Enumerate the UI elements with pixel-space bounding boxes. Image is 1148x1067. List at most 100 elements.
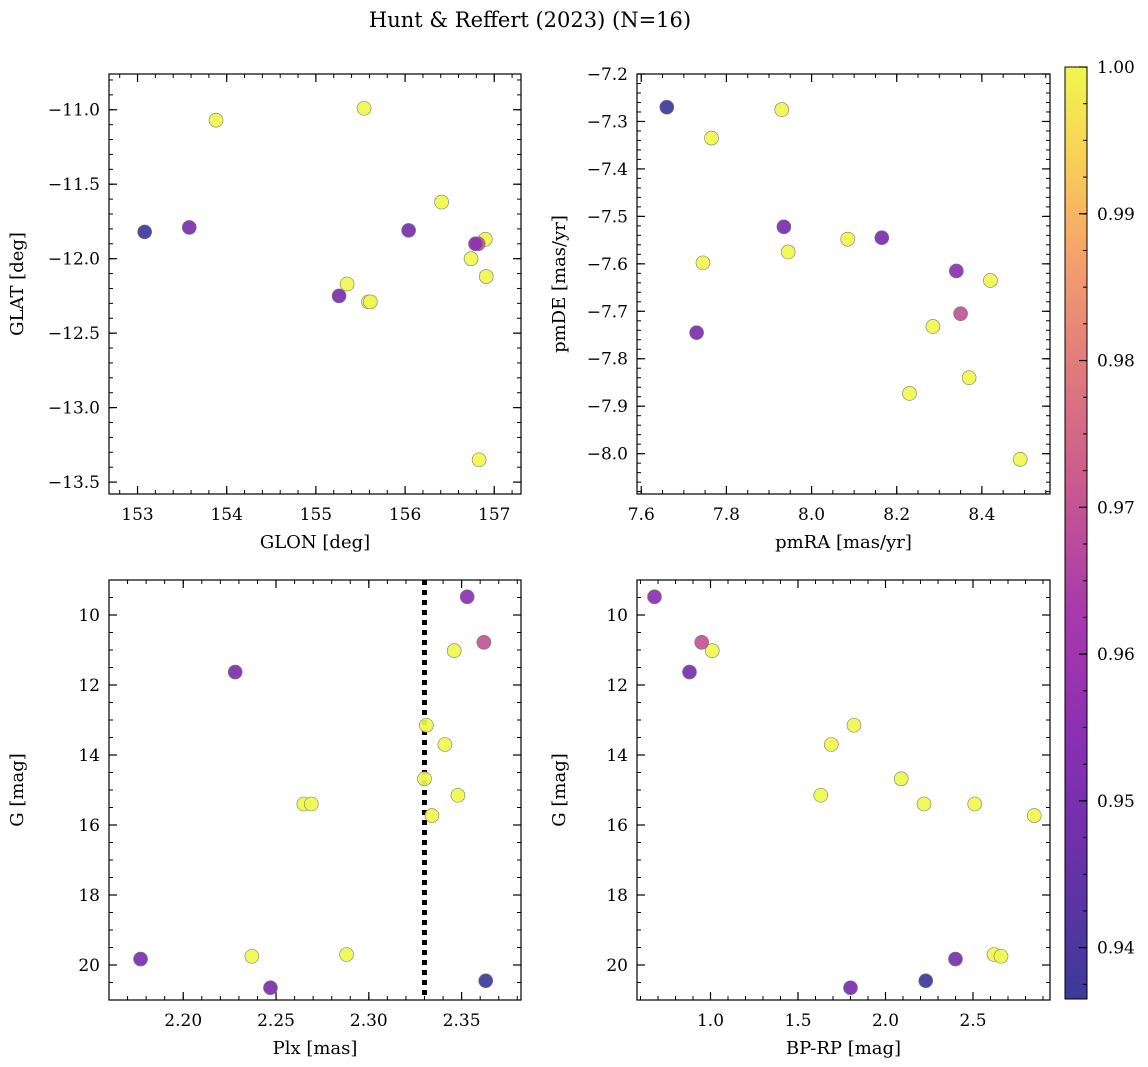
colorbar-tick-label: 0.97	[1097, 498, 1135, 518]
colorbar-tick-label: 0.95	[1097, 792, 1135, 812]
data-point	[437, 737, 453, 752]
data-point	[133, 951, 148, 967]
data-point	[1012, 452, 1028, 467]
y-tick-label: 10	[606, 606, 628, 626]
x-tick-label: 1.0	[697, 1011, 724, 1031]
data-point	[780, 244, 796, 260]
x-tick-label: 2.30	[350, 1011, 388, 1031]
data-point	[434, 194, 449, 210]
data-point	[446, 643, 462, 659]
panel-bprp-g: 1.0 1.5 2.0 2.5 10 12 14 16 18 20 BP-RP [mag] G [ma…	[549, 579, 1051, 1059]
panel-pmra-pmde: 7.6 7.8 8.0 8.2 8.4 −8.0 −7.9 −7.8 −7.7 −7.6 −7.5 −…	[549, 65, 1051, 553]
data-point	[813, 787, 829, 803]
y-tick-label: 10	[78, 606, 100, 626]
data-point	[902, 386, 917, 401]
y-tick-label: −12.0	[48, 250, 100, 270]
data-point	[774, 102, 790, 117]
panel-glon-glat: 153 154 155 156 157 −13.5 −13.0 −12.5 −12.0 −11.5…	[7, 73, 522, 553]
y-tick-label: 18	[606, 886, 628, 906]
colorbar: 0.94 0.95 0.96 0.97 0.98 0.99 1.00	[1064, 58, 1135, 1000]
x-axis-label: BP-RP [mag]	[786, 1038, 901, 1059]
colorbar-tick-label: 0.96	[1097, 645, 1135, 665]
x-axis-label: Plx [mas]	[273, 1038, 358, 1059]
data-point	[918, 973, 934, 989]
data-point	[659, 99, 675, 115]
data-point	[948, 951, 963, 967]
y-axis-label: GLAT [deg]	[7, 232, 28, 336]
y-tick-label: 20	[606, 956, 628, 976]
data-point	[244, 948, 260, 964]
data-point	[401, 223, 416, 238]
data-point	[695, 255, 711, 271]
data-point	[823, 737, 839, 752]
colorbar-tick-label: 1.00	[1097, 58, 1135, 78]
data-point	[478, 973, 494, 989]
data-point	[450, 787, 466, 803]
y-tick-label: −7.2	[587, 65, 628, 85]
y-tick-label: 12	[606, 676, 628, 696]
data-point	[303, 796, 319, 812]
y-tick-label: −7.8	[587, 350, 628, 370]
y-tick-label: −11.0	[48, 101, 100, 121]
axes-frame	[108, 73, 522, 495]
data-point	[993, 948, 1009, 964]
x-tick-label: 2.20	[164, 1011, 202, 1031]
data-point	[476, 634, 492, 650]
data-point	[478, 269, 494, 284]
y-tick-label: 16	[606, 816, 628, 836]
data-point	[331, 288, 347, 304]
data-point	[424, 808, 440, 823]
data-point	[417, 771, 432, 787]
y-tick-label: −7.9	[587, 397, 628, 417]
data-point	[776, 219, 792, 235]
data-point	[647, 589, 662, 605]
y-tick-label: −11.5	[48, 175, 100, 195]
colorbar-tick-label: 0.98	[1097, 352, 1135, 372]
colorbar-gradient	[1064, 66, 1088, 1000]
data-point	[419, 717, 434, 733]
data-point	[961, 370, 977, 386]
data-point	[208, 112, 224, 128]
x-tick-label: 7.8	[713, 505, 740, 525]
data-point	[1026, 808, 1042, 823]
data-point	[840, 231, 856, 247]
data-point	[925, 319, 941, 334]
y-tick-label: 18	[78, 886, 100, 906]
data-point	[459, 589, 475, 605]
x-tick-label: 7.6	[628, 505, 655, 525]
y-axis-label: G [mag]	[549, 753, 570, 826]
data-point	[339, 947, 354, 962]
y-tick-label: 20	[78, 956, 100, 976]
panel-plx-g: 2.20 2.25 2.30 2.35 10 12 14 16 18 20 Plx [mas] G […	[7, 579, 522, 1059]
x-tick-label: 156	[389, 505, 421, 525]
figure-title: Hunt & Reffert (2023) (N=16)	[369, 8, 691, 32]
data-point	[704, 643, 720, 659]
y-tick-label: 14	[78, 746, 100, 766]
data-point	[689, 325, 704, 340]
data-point	[949, 263, 964, 279]
y-axis-label: G [mag]	[7, 753, 28, 826]
data-point	[694, 634, 710, 650]
data-point	[682, 664, 697, 680]
data-point	[953, 306, 968, 321]
data-point	[893, 771, 909, 787]
y-tick-label: −7.6	[587, 255, 628, 275]
data-point	[137, 224, 152, 240]
x-axis-label: GLON [deg]	[260, 532, 370, 553]
data-point	[263, 980, 278, 996]
x-tick-label: 154	[210, 505, 242, 525]
data-point	[339, 276, 355, 292]
y-axis-label: pmDE [mas/yr]	[549, 215, 570, 353]
x-tick-label: 8.2	[883, 505, 910, 525]
data-point	[846, 717, 862, 733]
x-tick-label: 8.4	[968, 505, 995, 525]
data-point	[471, 452, 487, 468]
data-point	[704, 130, 719, 146]
data-point	[463, 251, 479, 266]
y-tick-label: −7.7	[587, 302, 628, 322]
x-tick-label: 2.35	[443, 1011, 481, 1031]
y-tick-label: −13.5	[48, 473, 100, 493]
x-tick-label: 157	[478, 505, 510, 525]
data-point	[916, 796, 932, 812]
